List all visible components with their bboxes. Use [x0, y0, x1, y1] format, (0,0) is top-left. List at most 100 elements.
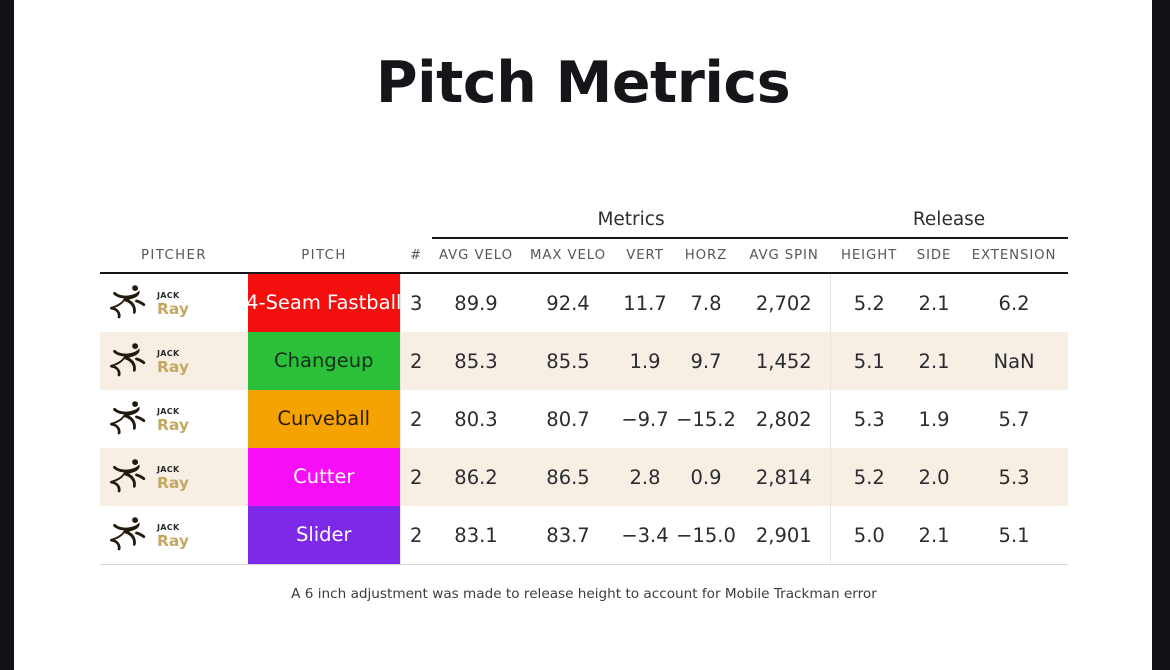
pitcher-last-name: Ray: [157, 532, 190, 550]
cell-horz: 0.9: [674, 448, 738, 506]
column-header-height[interactable]: HEIGHT: [840, 248, 898, 263]
pitcher-name: Jack Ray: [157, 518, 190, 550]
pitch-type-badge[interactable]: Slider: [248, 506, 400, 564]
table-row[interactable]: Jack Ray Slider 2 83.1 83.7 −3.4 −15.0 2…: [100, 506, 1069, 565]
cell-extension: NaN: [960, 332, 1069, 390]
cell-extension: 6.2: [960, 272, 1069, 332]
cell-horz: 7.8: [674, 272, 738, 332]
group-header-metrics: Metrics: [432, 190, 831, 239]
cell-pitch-type[interactable]: Slider: [248, 506, 400, 565]
column-header-pitch[interactable]: PITCH: [301, 247, 347, 263]
pitcher-first-name: Jack: [157, 460, 180, 475]
pitch-type-badge[interactable]: Changeup: [248, 332, 400, 390]
group-header-row: Metrics Release: [100, 190, 1069, 239]
table-row[interactable]: Jack Ray Curveball 2 80.3 80.7 −9.7 −15.…: [100, 390, 1068, 448]
cell-horz: 9.7: [674, 332, 738, 390]
pitcher-name: Jack Ray: [157, 344, 190, 376]
cell-avg-spin: 2,702: [738, 272, 831, 332]
cell-count: 2: [399, 448, 432, 506]
cell-vert: 2.8: [616, 448, 674, 506]
cell-max-velo: 92.4: [520, 272, 616, 332]
pitcher-last-name: Ray: [157, 358, 190, 376]
cell-avg-velo: 89.9: [432, 272, 520, 332]
pitch-type-badge[interactable]: Cutter: [248, 448, 400, 506]
cell-pitcher: Jack Ray: [100, 332, 248, 390]
column-header-avg-spin[interactable]: AVG SPIN: [749, 248, 819, 263]
cell-vert: −9.7: [621, 407, 669, 431]
page-title: Pitch Metrics: [375, 50, 791, 116]
cell-pitch-type[interactable]: Curveball: [248, 390, 400, 448]
cell-pitcher: Jack Ray: [100, 390, 248, 448]
cell-avg-velo: 80.3: [454, 407, 498, 431]
cell-count: 2: [399, 506, 432, 565]
cell-avg-spin: 2,901: [738, 506, 831, 565]
column-header-extension[interactable]: EXTENSION: [971, 248, 1057, 263]
cell-vert: −3.4: [616, 506, 674, 565]
column-header-count[interactable]: #: [409, 247, 423, 263]
cell-vert: 1.9: [616, 332, 674, 390]
cell-release-side: 2.1: [908, 506, 961, 565]
pitcher-first-name: Jack: [157, 286, 180, 301]
column-header-avg-velo[interactable]: AVG VELO: [439, 248, 513, 263]
pitch-type-badge[interactable]: Curveball: [248, 390, 400, 448]
pitch-type-badge[interactable]: 4-Seam Fastball: [246, 274, 401, 332]
cell-count: 2: [399, 332, 432, 390]
cell-extension: 5.1: [960, 506, 1069, 565]
table-row[interactable]: Jack Ray Changeup 2 85.3 85.5 1.9 9.7 1,…: [100, 332, 1069, 390]
pitcher-name: Jack Ray: [157, 286, 190, 318]
cell-release-height: 5.1: [829, 332, 909, 390]
pitcher-logo-icon: [104, 457, 148, 497]
table-footnote: A 6 inch adjustment was made to release …: [291, 586, 877, 602]
pitcher-name: Jack Ray: [157, 460, 190, 492]
column-header-horz[interactable]: HORZ: [684, 248, 728, 263]
cell-vert: 11.7: [616, 272, 674, 332]
cell-avg-spin: 2,814: [738, 448, 831, 506]
group-header-release: Release: [830, 190, 1069, 239]
column-header-row: PITCHER PITCH # AVG VELO MAX VELO VERT H…: [100, 238, 1068, 273]
cell-pitcher: Jack Ray: [100, 448, 248, 506]
cell-count: 3: [399, 272, 432, 332]
pitcher-logo-icon: [104, 283, 148, 323]
pitch-metrics-table-container: Metrics Release PITCHER PITCH # AVG VELO…: [100, 190, 1069, 565]
pitcher-last-name: Ray: [157, 474, 190, 492]
cell-horz: −15.2: [676, 407, 736, 431]
cell-pitch-type[interactable]: 4-Seam Fastball: [246, 272, 401, 332]
cell-horz: −15.0: [674, 506, 738, 565]
right-edge-bar: [1152, 0, 1170, 670]
column-header-side[interactable]: SIDE: [916, 248, 952, 263]
cell-release-height: 5.2: [829, 448, 909, 506]
column-header-vert[interactable]: VERT: [626, 248, 664, 263]
cell-max-velo: 85.5: [520, 332, 616, 390]
pitcher-last-name: Ray: [157, 300, 190, 318]
table-row[interactable]: Jack Ray 4-Seam Fastball 3 89.9 92.4 11.…: [100, 272, 1069, 332]
column-header-max-velo[interactable]: MAX VELO: [529, 248, 606, 263]
pitcher-logo-icon: [104, 399, 148, 439]
pitcher-first-name: Jack: [157, 518, 180, 533]
cell-release-side: 2.1: [908, 272, 961, 332]
pitcher-logo-icon: [104, 515, 148, 555]
cell-avg-velo: 83.1: [432, 506, 520, 565]
cell-pitcher: Jack Ray: [100, 506, 248, 565]
left-edge-bar: [0, 0, 14, 670]
cell-release-side: 2.1: [908, 332, 961, 390]
report-canvas: Pitch Metrics: [14, 0, 1152, 670]
table-head: Metrics Release PITCHER PITCH # AVG VELO…: [100, 190, 1069, 273]
cell-release-side: 1.9: [918, 407, 950, 431]
cell-max-velo: 86.5: [520, 448, 616, 506]
cell-avg-spin: 1,452: [738, 332, 831, 390]
cell-pitcher: Jack Ray: [100, 272, 248, 332]
cell-max-velo: 80.7: [546, 407, 590, 431]
cell-extension: 5.7: [998, 407, 1030, 431]
cell-release-height: 5.3: [829, 390, 909, 448]
column-header-pitcher[interactable]: PITCHER: [140, 247, 207, 263]
table-body: Jack Ray 4-Seam Fastball 3 89.9 92.4 11.…: [100, 272, 1069, 565]
cell-release-side: 2.0: [908, 448, 961, 506]
pitcher-last-name: Ray: [157, 416, 190, 434]
pitch-metrics-table: Metrics Release PITCHER PITCH # AVG VELO…: [100, 190, 1069, 565]
cell-pitch-type[interactable]: Cutter: [248, 448, 400, 506]
pitcher-first-name: Jack: [157, 344, 180, 359]
cell-pitch-type[interactable]: Changeup: [248, 332, 400, 390]
table-row[interactable]: Jack Ray Cutter 2 86.2 86.5 2.8 0.9 2,81…: [100, 448, 1069, 506]
cell-avg-velo: 86.2: [432, 448, 520, 506]
